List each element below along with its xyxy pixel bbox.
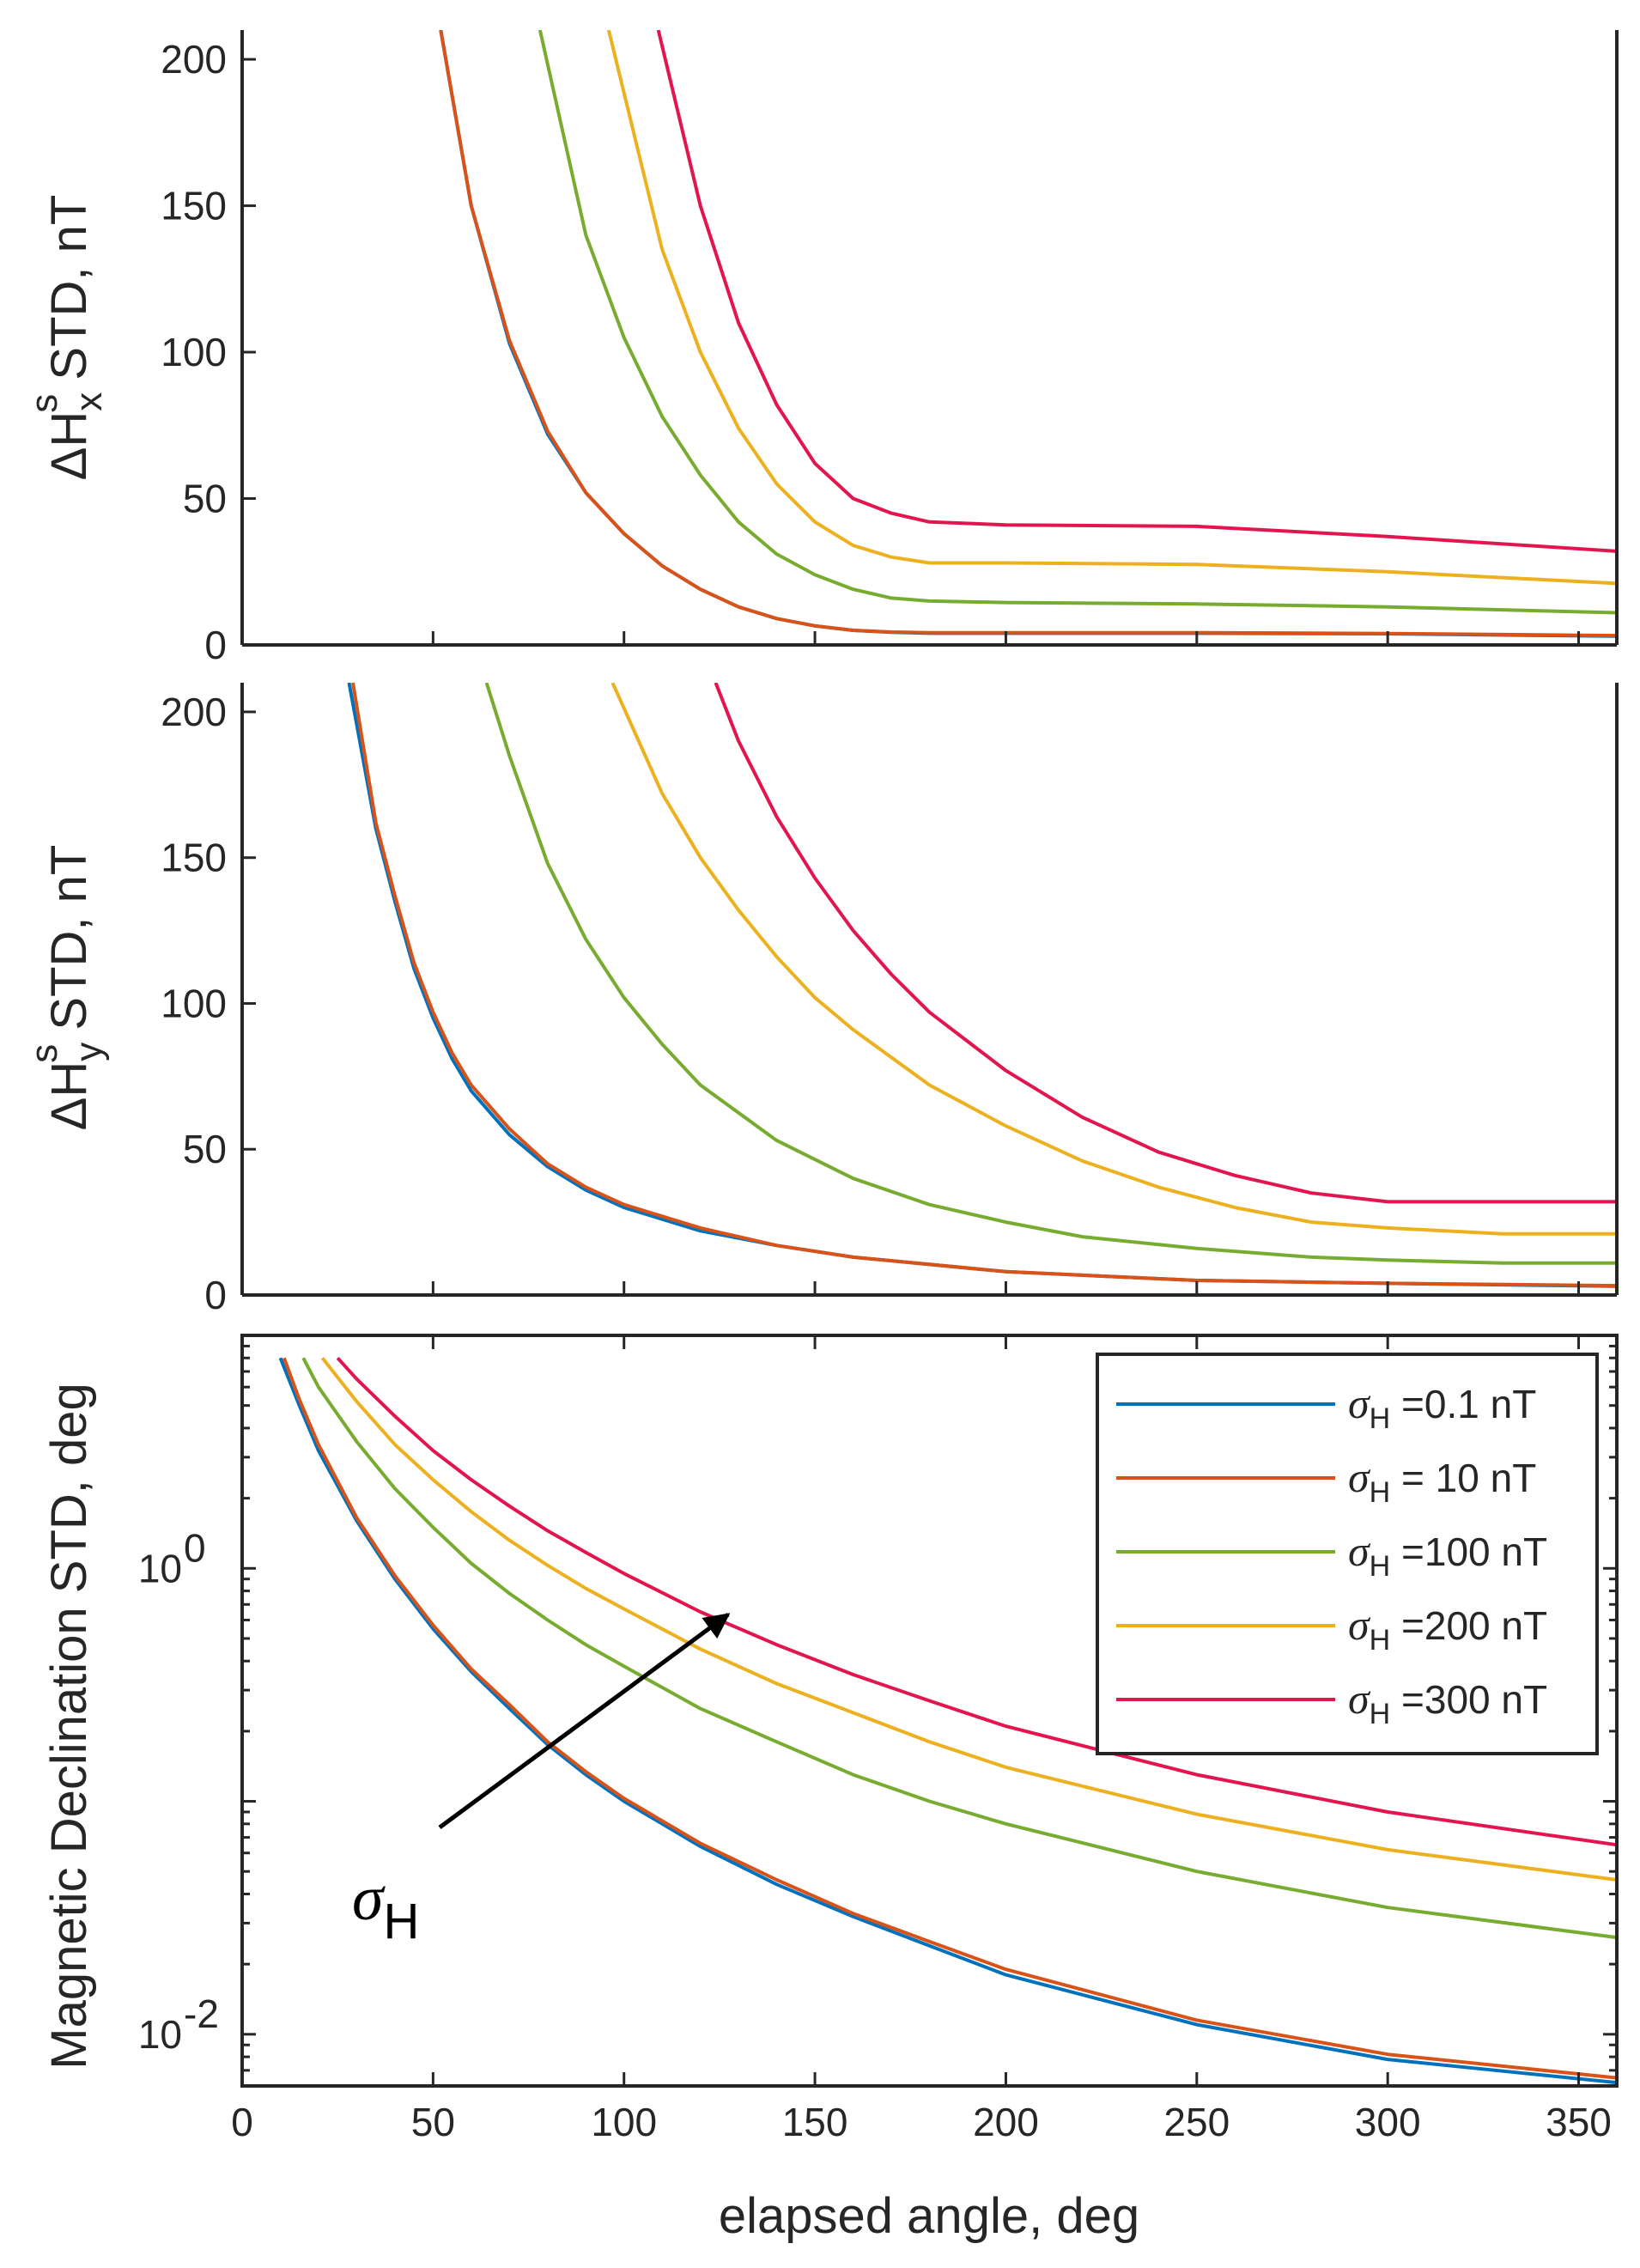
x-tick-label: 200	[973, 2100, 1039, 2144]
x-tick-label: 0	[231, 2100, 253, 2144]
series-line-1	[351, 683, 1617, 1288]
series-group	[278, 1356, 1617, 2085]
series-line-4	[714, 683, 1617, 1204]
legend-box	[1096, 1353, 1599, 1755]
y-tick-label: 10	[138, 1546, 182, 1590]
y-tick-label: 200	[161, 37, 227, 82]
legend-label-1: σH = 10 nT	[1348, 1453, 1536, 1509]
series-line-2	[301, 1357, 1617, 1940]
series-line-1	[282, 1357, 1617, 2080]
series-line-0	[439, 30, 1617, 638]
legend-label-4: σH =300 nT	[1348, 1675, 1547, 1730]
y-tick-label: 150	[161, 836, 227, 880]
series-group	[347, 683, 1617, 1288]
y-tick-label: 0	[204, 623, 227, 667]
series-line-3	[320, 1357, 1617, 1882]
y-tick-exponent: 0	[184, 1525, 206, 1570]
legend-label-3: σH =200 nT	[1348, 1601, 1547, 1657]
x-tick-label: 250	[1163, 2100, 1230, 2144]
series-group	[439, 30, 1617, 638]
ylabel-top: ΔHxs STD, nT	[23, 195, 110, 481]
y-tick-label: 0	[204, 1273, 227, 1317]
sigma-annotation: σH	[352, 1864, 419, 1949]
series-line-3	[606, 30, 1617, 586]
x-tick-label: 300	[1355, 2100, 1421, 2144]
y-tick-label: 50	[183, 1127, 227, 1171]
ylabel-middle: ΔHys STD, nT	[23, 845, 110, 1131]
series-line-1	[439, 30, 1617, 638]
axes-box	[240, 1334, 1619, 2088]
panel-middle-hy: 0 50 100 150 200	[161, 683, 1619, 1317]
panel-top-hx: 0 50 100 150 200	[161, 30, 1619, 667]
sigma-arrow	[438, 1612, 731, 1830]
x-tick-label: 350	[1546, 2100, 1612, 2144]
series-line-2	[484, 683, 1617, 1265]
y-tick-label: 100	[161, 330, 227, 374]
ylabel-bottom: Magnetic Declination STD, deg	[41, 1383, 97, 2070]
xlabel: elapsed angle, deg	[719, 2188, 1139, 2244]
y-tick-label: 200	[161, 690, 227, 734]
legend-label-2: σH =100 nT	[1348, 1527, 1547, 1583]
y-tick-label: 10	[138, 2012, 182, 2057]
series-line-4	[656, 30, 1617, 553]
y-tick-label: 100	[161, 981, 227, 1025]
series-line-0	[347, 683, 1617, 1288]
series-line-2	[538, 30, 1617, 615]
y-tick-label: 150	[161, 184, 227, 228]
x-tick-label: 50	[411, 2100, 455, 2144]
y-tick-exponent: -2	[184, 1991, 219, 2036]
y-tick-label: 50	[183, 477, 227, 521]
legend: σH =0.1 nT σH = 10 nT σH =100 nT σH =200 nT…	[1096, 1353, 1599, 1755]
series-line-3	[610, 683, 1617, 1236]
series-line-4	[336, 1356, 1617, 1847]
x-tick-label: 100	[591, 2100, 657, 2144]
legend-label-0: σH =0.1 nT	[1348, 1379, 1536, 1435]
x-tick-label: 150	[782, 2100, 848, 2144]
